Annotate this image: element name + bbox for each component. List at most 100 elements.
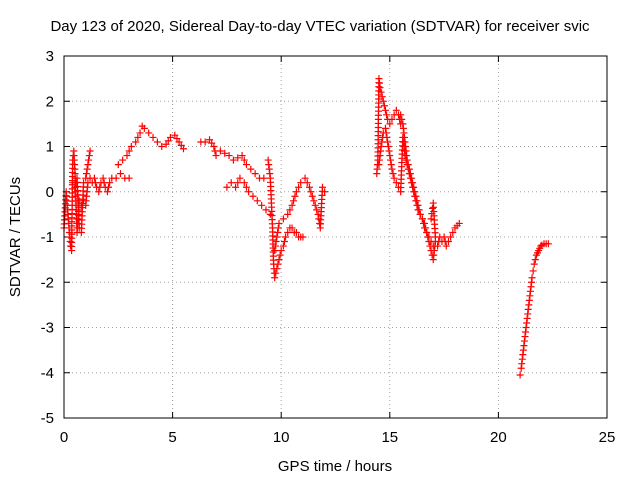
data-point — [271, 242, 279, 250]
data-point — [274, 260, 282, 268]
data-point — [384, 143, 392, 150]
data-point — [179, 145, 187, 153]
data-point — [455, 219, 463, 227]
data-point — [245, 188, 253, 196]
data-point — [303, 179, 311, 187]
data-point — [377, 143, 385, 150]
data-point — [106, 179, 114, 187]
y-tick-label: -2 — [41, 274, 54, 291]
x-tick-label: 20 — [490, 429, 507, 446]
data-point — [275, 256, 283, 264]
data-point — [282, 233, 290, 241]
data-point — [413, 197, 421, 205]
data-point — [299, 233, 307, 241]
data-point — [528, 274, 536, 282]
data-point — [412, 192, 420, 200]
data-point — [387, 161, 395, 169]
data-point — [134, 133, 142, 141]
data-point — [425, 238, 433, 246]
data-point — [212, 152, 220, 160]
data-point — [260, 174, 268, 182]
data-point — [530, 260, 538, 268]
data-point — [421, 219, 429, 227]
data-point — [85, 152, 93, 160]
data-point — [86, 147, 94, 155]
data-point — [397, 111, 405, 119]
data-point — [308, 192, 316, 200]
data-point — [297, 179, 305, 187]
data-point — [272, 238, 280, 246]
data-point — [414, 201, 422, 209]
data-point — [266, 210, 274, 218]
data-point — [422, 224, 430, 232]
data-point — [275, 219, 283, 227]
data-point — [227, 179, 235, 187]
data-point — [429, 204, 437, 212]
plot-frame — [63, 55, 608, 419]
data-point — [381, 106, 389, 114]
data-point — [404, 161, 412, 169]
data-point — [380, 102, 388, 110]
grid-lines — [64, 56, 607, 418]
y-axis-label: SDTVAR / TECUs — [7, 177, 24, 297]
data-point — [383, 111, 391, 119]
data-point — [158, 143, 166, 150]
chart-title: Day 123 of 2020, Sidereal Day-to-day VTE… — [50, 18, 590, 35]
data-point — [132, 138, 140, 146]
data-point — [153, 138, 161, 146]
x-tick-label: 5 — [168, 429, 176, 446]
data-point — [271, 274, 279, 282]
data-point — [80, 179, 88, 187]
data-point — [392, 179, 400, 187]
data-point — [392, 106, 400, 114]
data-point — [216, 147, 224, 155]
data-point — [229, 156, 237, 164]
data-point — [529, 267, 537, 275]
data-point — [119, 156, 127, 164]
data-point — [272, 269, 280, 277]
y-tick-label: 1 — [46, 139, 54, 156]
data-point — [236, 174, 244, 182]
data-point — [310, 197, 318, 205]
y-tick-label: -1 — [41, 229, 54, 246]
data-point — [251, 170, 259, 178]
data-point — [85, 156, 93, 164]
y-tick-label: -3 — [41, 320, 54, 337]
data-point — [431, 233, 439, 241]
data-point — [82, 174, 90, 182]
data-point — [377, 88, 385, 96]
data-point — [262, 206, 270, 214]
data-point — [290, 197, 298, 205]
data-point — [125, 147, 133, 155]
x-tick-label: 0 — [60, 429, 68, 446]
y-tick-label: 3 — [46, 48, 54, 65]
y-tick-labels: -5 -4 -3 -2 -1 0 1 2 3 — [41, 48, 54, 427]
data-points — [60, 75, 552, 379]
x-tick-labels: 0 5 10 15 20 25 — [60, 429, 616, 446]
data-point — [292, 188, 300, 196]
data-point — [305, 183, 313, 191]
y-tick-label: 2 — [46, 93, 54, 110]
data-point — [398, 115, 406, 123]
data-point — [221, 149, 229, 157]
data-point — [531, 256, 539, 264]
x-axis-label: GPS time / hours — [278, 458, 392, 475]
data-point — [277, 247, 285, 255]
data-point — [449, 228, 457, 236]
data-point — [127, 143, 135, 150]
data-point — [276, 251, 284, 259]
data-point — [379, 97, 387, 105]
data-point — [286, 206, 294, 214]
data-point — [442, 242, 450, 250]
data-point — [116, 170, 124, 178]
data-point — [427, 215, 435, 223]
data-point — [234, 154, 242, 162]
x-tick-label: 10 — [273, 429, 290, 446]
data-point — [123, 152, 131, 160]
data-point — [279, 242, 287, 250]
data-point — [273, 265, 281, 273]
data-point — [242, 183, 250, 191]
data-point — [90, 174, 98, 182]
data-point — [279, 215, 287, 223]
y-tick-label: -5 — [41, 410, 54, 427]
